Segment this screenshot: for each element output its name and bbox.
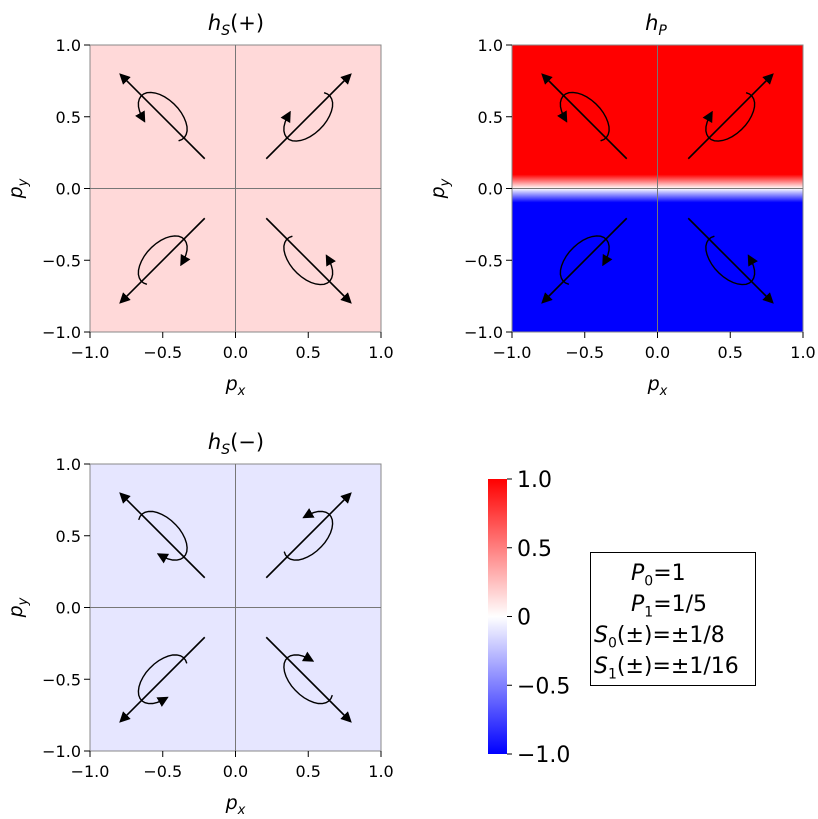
x-tick-label: −1.0 — [71, 762, 110, 781]
panel-title-hS-plus: hS(+) — [208, 11, 264, 39]
y-tick-label: −0.5 — [464, 251, 503, 270]
rotation-arrow-bottom-left — [119, 217, 206, 304]
x-tick-label: −1.0 — [71, 343, 110, 362]
x-axis-label: px — [225, 792, 246, 818]
colorbar-tick-label: 1.0 — [517, 468, 552, 493]
y-tick-label: 0.5 — [56, 108, 81, 127]
param-P0: P0=1 — [631, 561, 686, 590]
rotation-arrow-top-left — [541, 73, 628, 160]
x-axis-label: px — [647, 373, 668, 399]
param-P1: P1=1/5 — [631, 592, 708, 621]
x-tick-label: 0.5 — [718, 343, 743, 362]
y-tick-label: 0.0 — [56, 180, 81, 199]
y-axis-label: py — [427, 178, 453, 199]
x-tick-label: 1.0 — [368, 343, 393, 362]
x-tick-label: 1.0 — [790, 343, 815, 362]
param-S0: S0(±)=±1/8 — [594, 623, 725, 652]
y-tick-label: −1.0 — [464, 323, 503, 342]
rotation-arrow-bottom-right — [265, 636, 352, 723]
x-tick-label: 0.0 — [223, 762, 248, 781]
y-tick-label: 0.5 — [56, 527, 81, 546]
y-tick-label: −1.0 — [42, 742, 81, 761]
x-tick-label: −1.0 — [493, 343, 532, 362]
x-tick-label: −0.5 — [565, 343, 604, 362]
y-axis-label: py — [5, 178, 31, 199]
y-tick-label: −0.5 — [42, 251, 81, 270]
y-tick-label: 0.0 — [478, 180, 503, 199]
x-tick-label: 0.0 — [223, 343, 248, 362]
rotation-arrow-top-right — [687, 73, 774, 160]
panel-hS-minus: −1.0 −0.5 0.0 0.5 1.0 −1.0 −0.5 0.0 0.5 1.0 px py h… — [5, 430, 394, 818]
colorbar-tick-label: −0.5 — [517, 674, 570, 699]
x-tick-label: 0.0 — [645, 343, 670, 362]
rotation-arrow-bottom-right — [687, 217, 774, 304]
panel-hS-plus: −1.0 −0.5 0.0 0.5 1.0 −1.0 −0.5 0.0 0.5 1.0 px py h… — [5, 11, 394, 399]
x-tick-label: −0.5 — [143, 762, 182, 781]
x-tick-label: 0.5 — [296, 762, 321, 781]
panel-title-hP: hP — [645, 11, 667, 39]
y-tick-label: 0.0 — [56, 599, 81, 618]
y-tick-label: 0.5 — [478, 108, 503, 127]
parameter-legend: P0=1 P1=1/5 S0(±)=±1/8 S1(±)=±1/16 — [590, 552, 756, 686]
colorbar-tick-label: 0 — [517, 606, 531, 631]
colorbar-tick-label: 0.5 — [517, 537, 552, 562]
rotation-arrow-bottom-left — [119, 636, 206, 723]
colorbar-tick-label: −1.0 — [517, 743, 570, 768]
rotation-arrow-top-right — [265, 73, 352, 160]
y-tick-label: 1.0 — [478, 36, 503, 55]
colorbar: 1.0 0.5 0 −0.5 −1.0 — [488, 468, 570, 768]
x-tick-label: 1.0 — [368, 762, 393, 781]
y-axis-label: py — [5, 597, 31, 618]
rotation-arrow-top-left — [119, 73, 206, 160]
y-tick-label: 1.0 — [56, 36, 81, 55]
panel-hP: −1.0 −0.5 0.0 0.5 1.0 −1.0 −0.5 0.0 0.5 1.0 px py h… — [427, 11, 816, 399]
x-tick-label: −0.5 — [143, 343, 182, 362]
rotation-arrow-bottom-right — [265, 217, 352, 304]
rotation-arrow-top-left — [119, 492, 206, 579]
rotation-arrow-bottom-left — [541, 217, 628, 304]
x-tick-label: 0.5 — [296, 343, 321, 362]
param-S1: S1(±)=±1/16 — [594, 654, 739, 683]
x-axis-label: px — [225, 373, 246, 399]
rotation-arrow-top-right — [265, 492, 352, 579]
colorbar-gradient — [488, 479, 507, 754]
y-tick-label: 1.0 — [56, 455, 81, 474]
y-tick-label: −1.0 — [42, 323, 81, 342]
panel-title-hS-minus: hS(−) — [208, 430, 264, 458]
y-tick-label: −0.5 — [42, 670, 81, 689]
